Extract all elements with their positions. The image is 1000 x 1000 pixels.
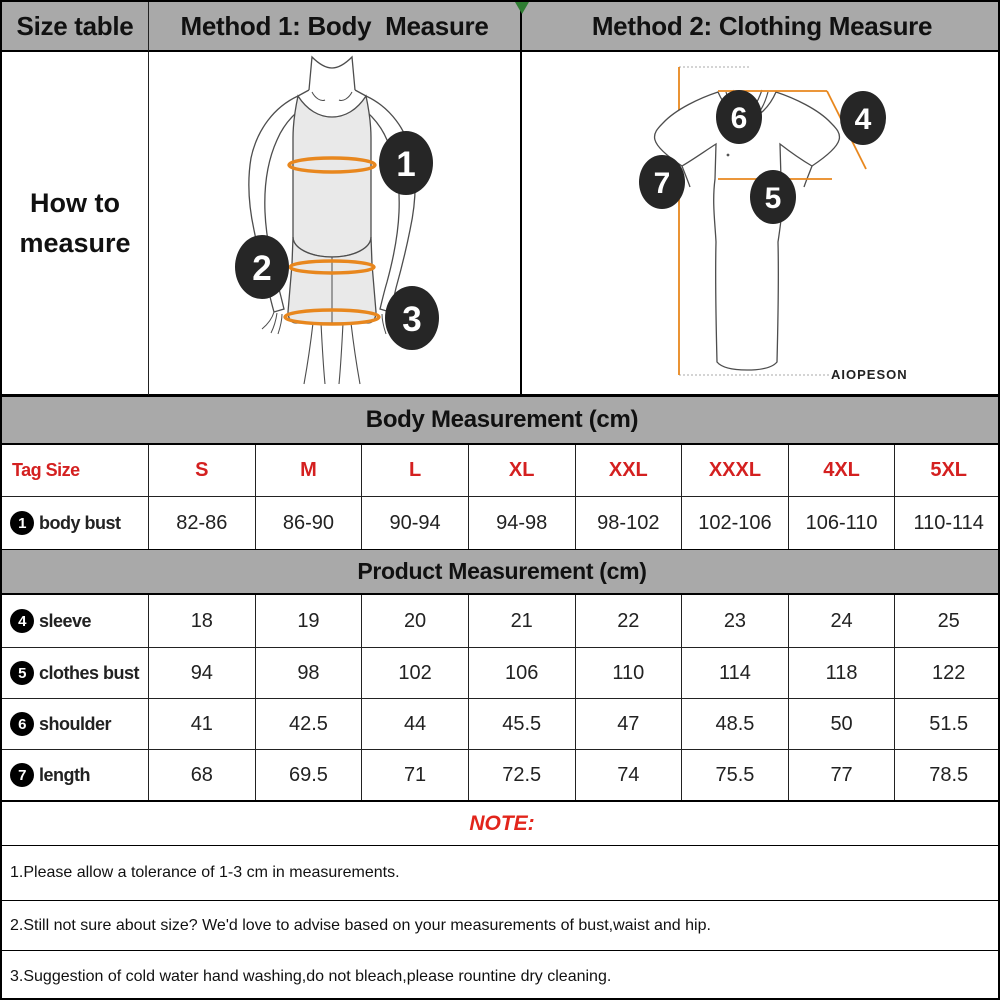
svg-text:5: 5 [765, 182, 782, 215]
svg-text:7: 7 [654, 167, 671, 200]
svg-text:4: 4 [855, 103, 872, 136]
svg-text:1: 1 [396, 145, 415, 184]
svg-text:2: 2 [252, 249, 271, 288]
svg-text:3: 3 [402, 300, 421, 339]
svg-text:6: 6 [731, 102, 748, 135]
svg-text:AIOPESON: AIOPESON [831, 367, 908, 382]
